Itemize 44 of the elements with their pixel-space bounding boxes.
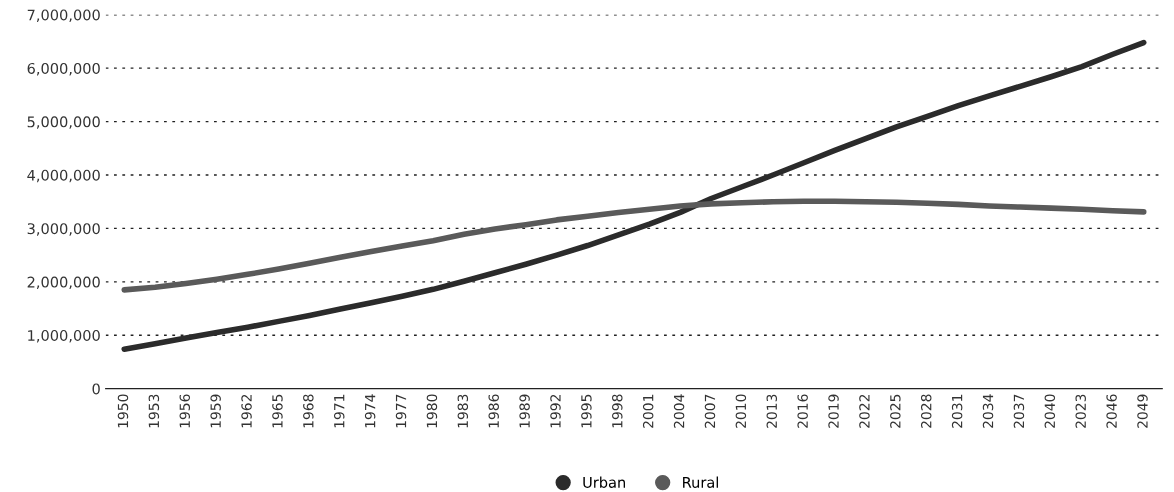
x-tick-label: 2013 <box>766 394 778 428</box>
x-tick-label: 2023 <box>1075 394 1086 428</box>
x-tick-label: 2019 <box>828 394 839 428</box>
x-tick-label: 1965 <box>272 394 283 428</box>
x-tick-label: 2049 <box>1137 394 1148 428</box>
x-tick-label: 1998 <box>612 394 623 428</box>
y-tick-label: 5,000,000 <box>27 116 100 129</box>
y-tick-label: 0 <box>92 383 100 395</box>
x-tick-label: 1971 <box>333 394 345 428</box>
x-tick-label: 2031 <box>951 394 963 428</box>
x-tick-label: 2028 <box>920 394 932 428</box>
x-tick-label: 2022 <box>859 394 870 428</box>
x-tick-label: 1989 <box>519 394 530 428</box>
y-tick-label: 7,000,000 <box>27 9 100 22</box>
x-tick-label: 1980 <box>426 394 438 428</box>
x-tick-label: 2046 <box>1106 394 1117 428</box>
x-tick-label: 2034 <box>982 394 994 428</box>
x-tick-label: 1950 <box>117 394 129 428</box>
x-tick-label: 2016 <box>797 394 808 428</box>
x-tick-label: 2040 <box>1044 394 1056 428</box>
y-tick-label: 3,000,000 <box>27 223 100 236</box>
x-tick-label: 2004 <box>673 394 685 428</box>
x-tick-label: 2037 <box>1013 394 1025 428</box>
legend-label: Rural <box>683 476 718 488</box>
y-tick-label: 1,000,000 <box>28 329 100 343</box>
y-tick-label: 6,000,000 <box>27 62 100 76</box>
x-tick-label: 1986 <box>488 394 499 428</box>
legend-label: Urban <box>583 476 625 488</box>
y-tick-label: 4,000,000 <box>27 169 100 183</box>
x-tick-label: 1962 <box>241 394 252 428</box>
x-tick-label: 1968 <box>303 394 314 428</box>
x-tick-label: 1992 <box>550 394 561 428</box>
x-tick-label: 2001 <box>642 394 654 428</box>
x-tick-label: 1983 <box>457 394 469 428</box>
x-tick-label: 1956 <box>179 394 191 428</box>
y-tick-label: 2,000,000 <box>27 276 100 290</box>
x-tick-label: 1995 <box>581 394 592 428</box>
x-tick-label: 1953 <box>148 394 160 428</box>
x-tick-label: 1977 <box>395 394 407 428</box>
x-tick-label: 2007 <box>704 394 716 428</box>
x-tick-label: 1959 <box>210 394 221 428</box>
x-tick-label: 2025 <box>890 394 901 428</box>
x-tick-label: 2010 <box>735 394 747 428</box>
x-tick-label: 1974 <box>364 394 376 428</box>
